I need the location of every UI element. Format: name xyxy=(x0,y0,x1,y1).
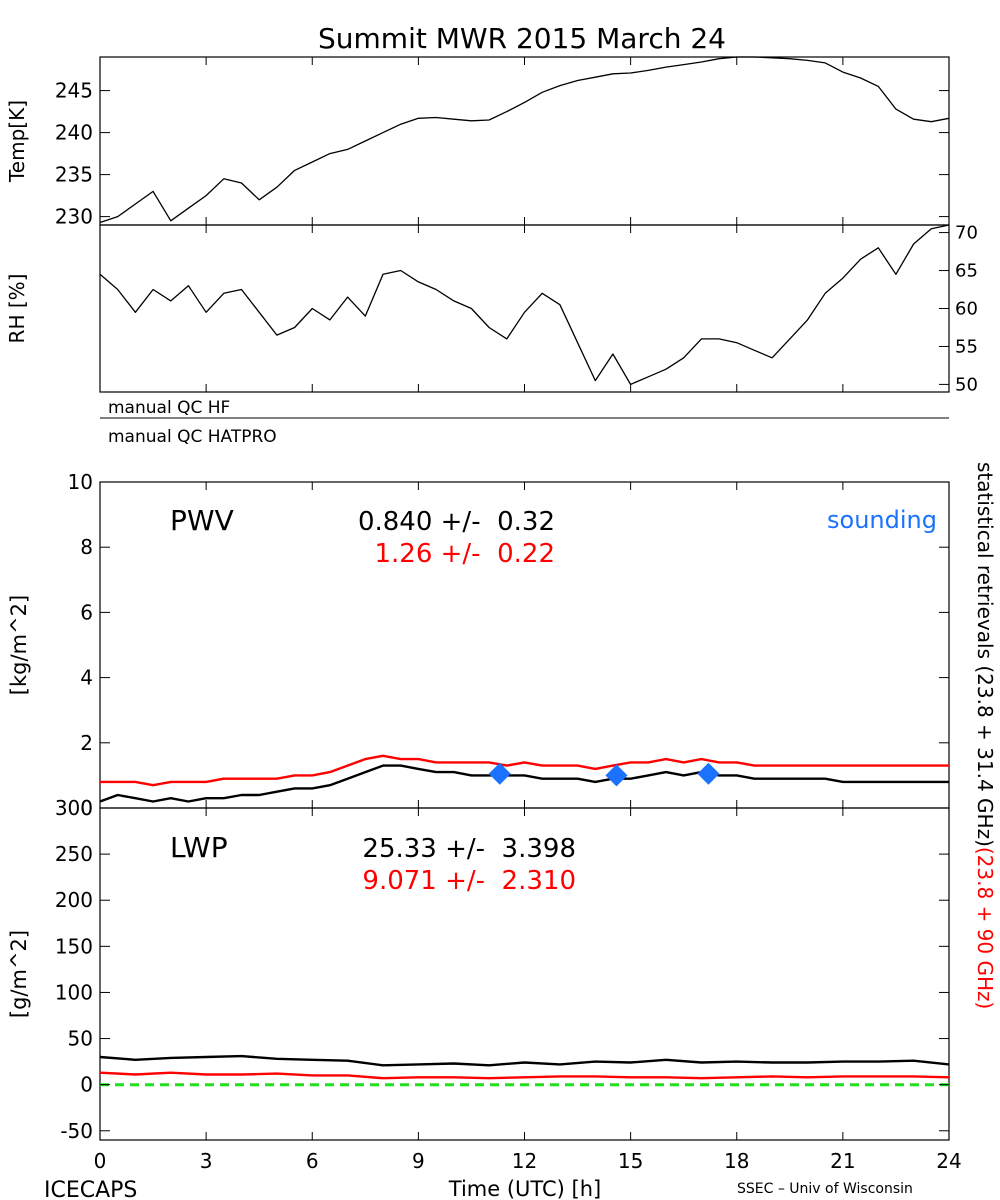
panel-3-y-tick-label: 2 xyxy=(80,731,93,755)
panel-2-y-tick-label: 60 xyxy=(955,299,978,320)
side-label-black: statistical retrievals (23.8 + 31.4 GHz) xyxy=(973,462,997,847)
panel-4-series-1-line xyxy=(99,1054,950,1067)
panel-2-y-axis-label: RH [%] xyxy=(5,274,29,344)
panel-3-series-2-line xyxy=(100,754,949,787)
panel-2-y-tick-label: 55 xyxy=(955,336,978,357)
footer-left: ICECAPS xyxy=(44,1178,137,1200)
panel-3-y-tick-label: 8 xyxy=(80,535,93,559)
panel-3-name-label: PWV xyxy=(170,504,234,537)
panel-3-y-tick-label: 10 xyxy=(68,470,93,494)
panel-2-y-tick-label: 50 xyxy=(955,374,978,395)
panel-4-stat-red: 9.071 +/- 2.310 xyxy=(362,866,576,896)
panel-1-y-tick-label: 235 xyxy=(55,163,93,187)
x-tick-label: 12 xyxy=(512,1149,537,1173)
panel-1-y-axis-label: Temp[K] xyxy=(5,100,29,183)
panel-3-y-tick-label: 0 xyxy=(80,796,93,820)
panel-4-stat-black: 25.33 +/- 3.398 xyxy=(362,834,576,864)
x-tick-label: 9 xyxy=(412,1149,425,1173)
qc-label-hf: manual QC HF xyxy=(108,398,230,418)
x-axis-title: Time (UTC) [h] xyxy=(448,1177,601,1200)
panel-2-series-1-line xyxy=(99,224,950,386)
panel-3-stat-black: 0.840 +/- 0.32 xyxy=(358,507,555,537)
figure-title: Summit MWR 2015 March 24 xyxy=(318,22,726,55)
x-tick-label: 6 xyxy=(306,1149,319,1173)
panel-4-name-label: LWP xyxy=(170,831,228,864)
panel-3-y-tick-label: 6 xyxy=(80,600,93,624)
footer-right: SSEC – Univ of Wisconsin xyxy=(737,1181,913,1197)
sounding-marker xyxy=(697,762,720,785)
panel-4-y-tick-label: 150 xyxy=(55,934,93,958)
panel-3-y-tick-label: 4 xyxy=(80,666,93,690)
panel-1-series-1-line xyxy=(99,56,950,224)
panel-3-y-axis-label: [kg/m^2] xyxy=(7,595,31,695)
x-tick-label: 15 xyxy=(618,1149,643,1173)
panel-2-y-tick-label: 70 xyxy=(955,223,978,244)
side-label-red: (23.8 + 90 GHz) xyxy=(973,847,997,1009)
x-tick-label: 24 xyxy=(936,1149,961,1173)
panel-4-y-axis-label: [g/m^2] xyxy=(7,930,31,1018)
panel-4-y-tick-label: 250 xyxy=(55,842,93,866)
panel-4-y-tick-label: 100 xyxy=(55,980,93,1004)
side-label: statistical retrievals (23.8 + 31.4 GHz)… xyxy=(973,462,997,1009)
panel-4-y-tick-label: -50 xyxy=(60,1119,93,1143)
panel-1-frame xyxy=(99,56,950,226)
panel-2-y-tick-label: 65 xyxy=(955,261,978,282)
panel-3-series-1-line xyxy=(99,764,949,803)
panel-4-y-tick-label: 200 xyxy=(55,888,93,912)
sounding-marker xyxy=(488,762,511,785)
panel-4-y-tick-label: 50 xyxy=(68,1027,93,1051)
x-tick-label: 18 xyxy=(724,1149,749,1173)
sounding-marker xyxy=(605,764,628,787)
sounding-legend-label: sounding xyxy=(827,506,937,534)
x-tick-label: 21 xyxy=(830,1149,855,1173)
panel-4-y-tick-label: 0 xyxy=(80,1073,93,1097)
x-tick-label: 0 xyxy=(94,1149,107,1173)
panel-2-frame xyxy=(99,224,950,393)
panel-3-stat-red: 1.26 +/- 0.22 xyxy=(374,539,555,569)
panel-1-y-tick-label: 245 xyxy=(55,79,93,103)
panel-1-y-tick-label: 240 xyxy=(55,121,93,145)
panel-1-y-tick-label: 230 xyxy=(55,205,93,229)
panel-4-series-2-line xyxy=(99,1071,950,1080)
panel-4-y-tick-label: 300 xyxy=(55,796,93,820)
x-tick-label: 3 xyxy=(200,1149,213,1173)
qc-label-hatpro: manual QC HATPRO xyxy=(108,427,277,447)
